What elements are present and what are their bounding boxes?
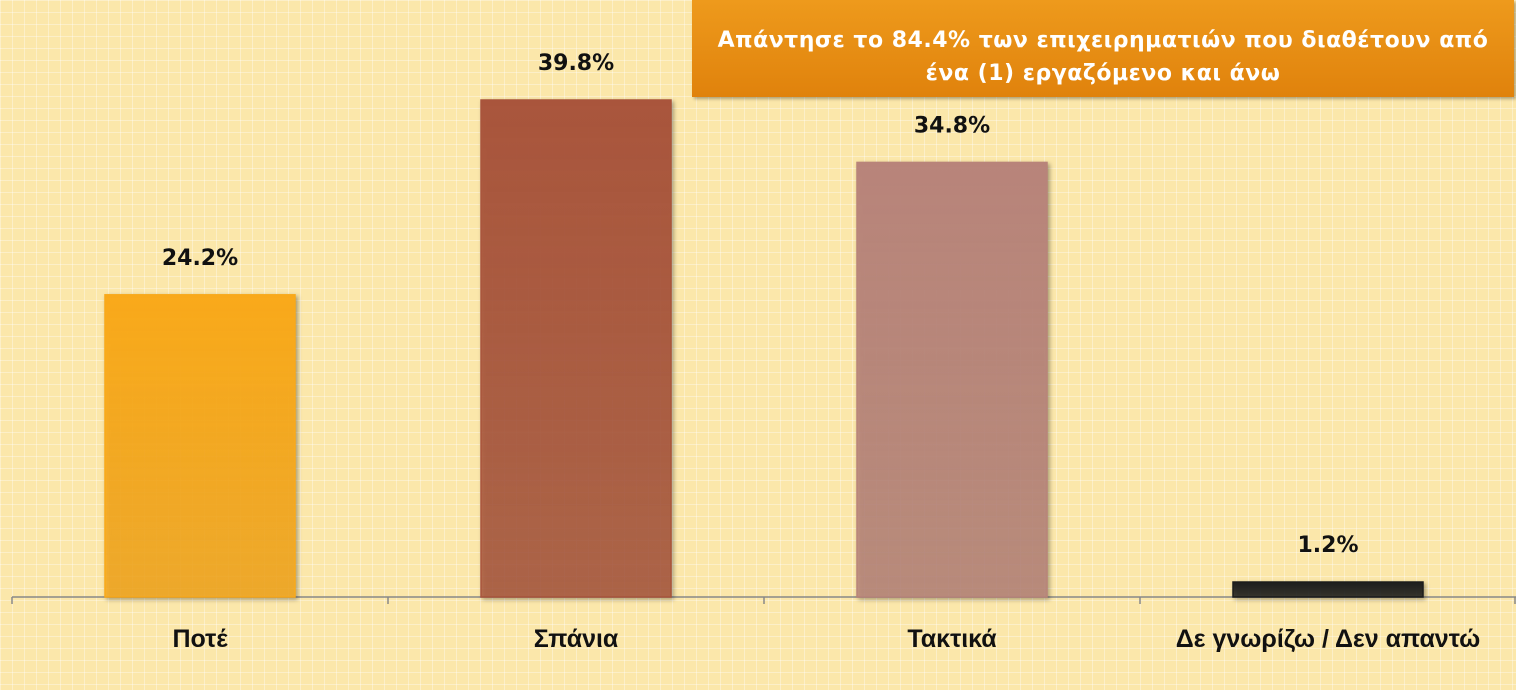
bar — [856, 161, 1048, 598]
bar — [104, 294, 296, 598]
value-label: 39.8% — [538, 51, 614, 76]
value-label: 24.2% — [162, 246, 238, 271]
category-label: Τακτικά — [907, 625, 997, 653]
bar — [480, 99, 672, 598]
category-label: Δε γνωρίζω / Δεν απαντώ — [1175, 625, 1481, 653]
value-label: 1.2% — [1297, 533, 1358, 558]
category-label: Ποτέ — [172, 625, 228, 653]
annotation: Απάντησε το 84.4% των επιχειρηματιών που… — [692, 0, 1514, 97]
category-label: Σπάνια — [533, 625, 619, 653]
value-label: 34.8% — [914, 113, 990, 138]
bar — [1232, 581, 1424, 598]
